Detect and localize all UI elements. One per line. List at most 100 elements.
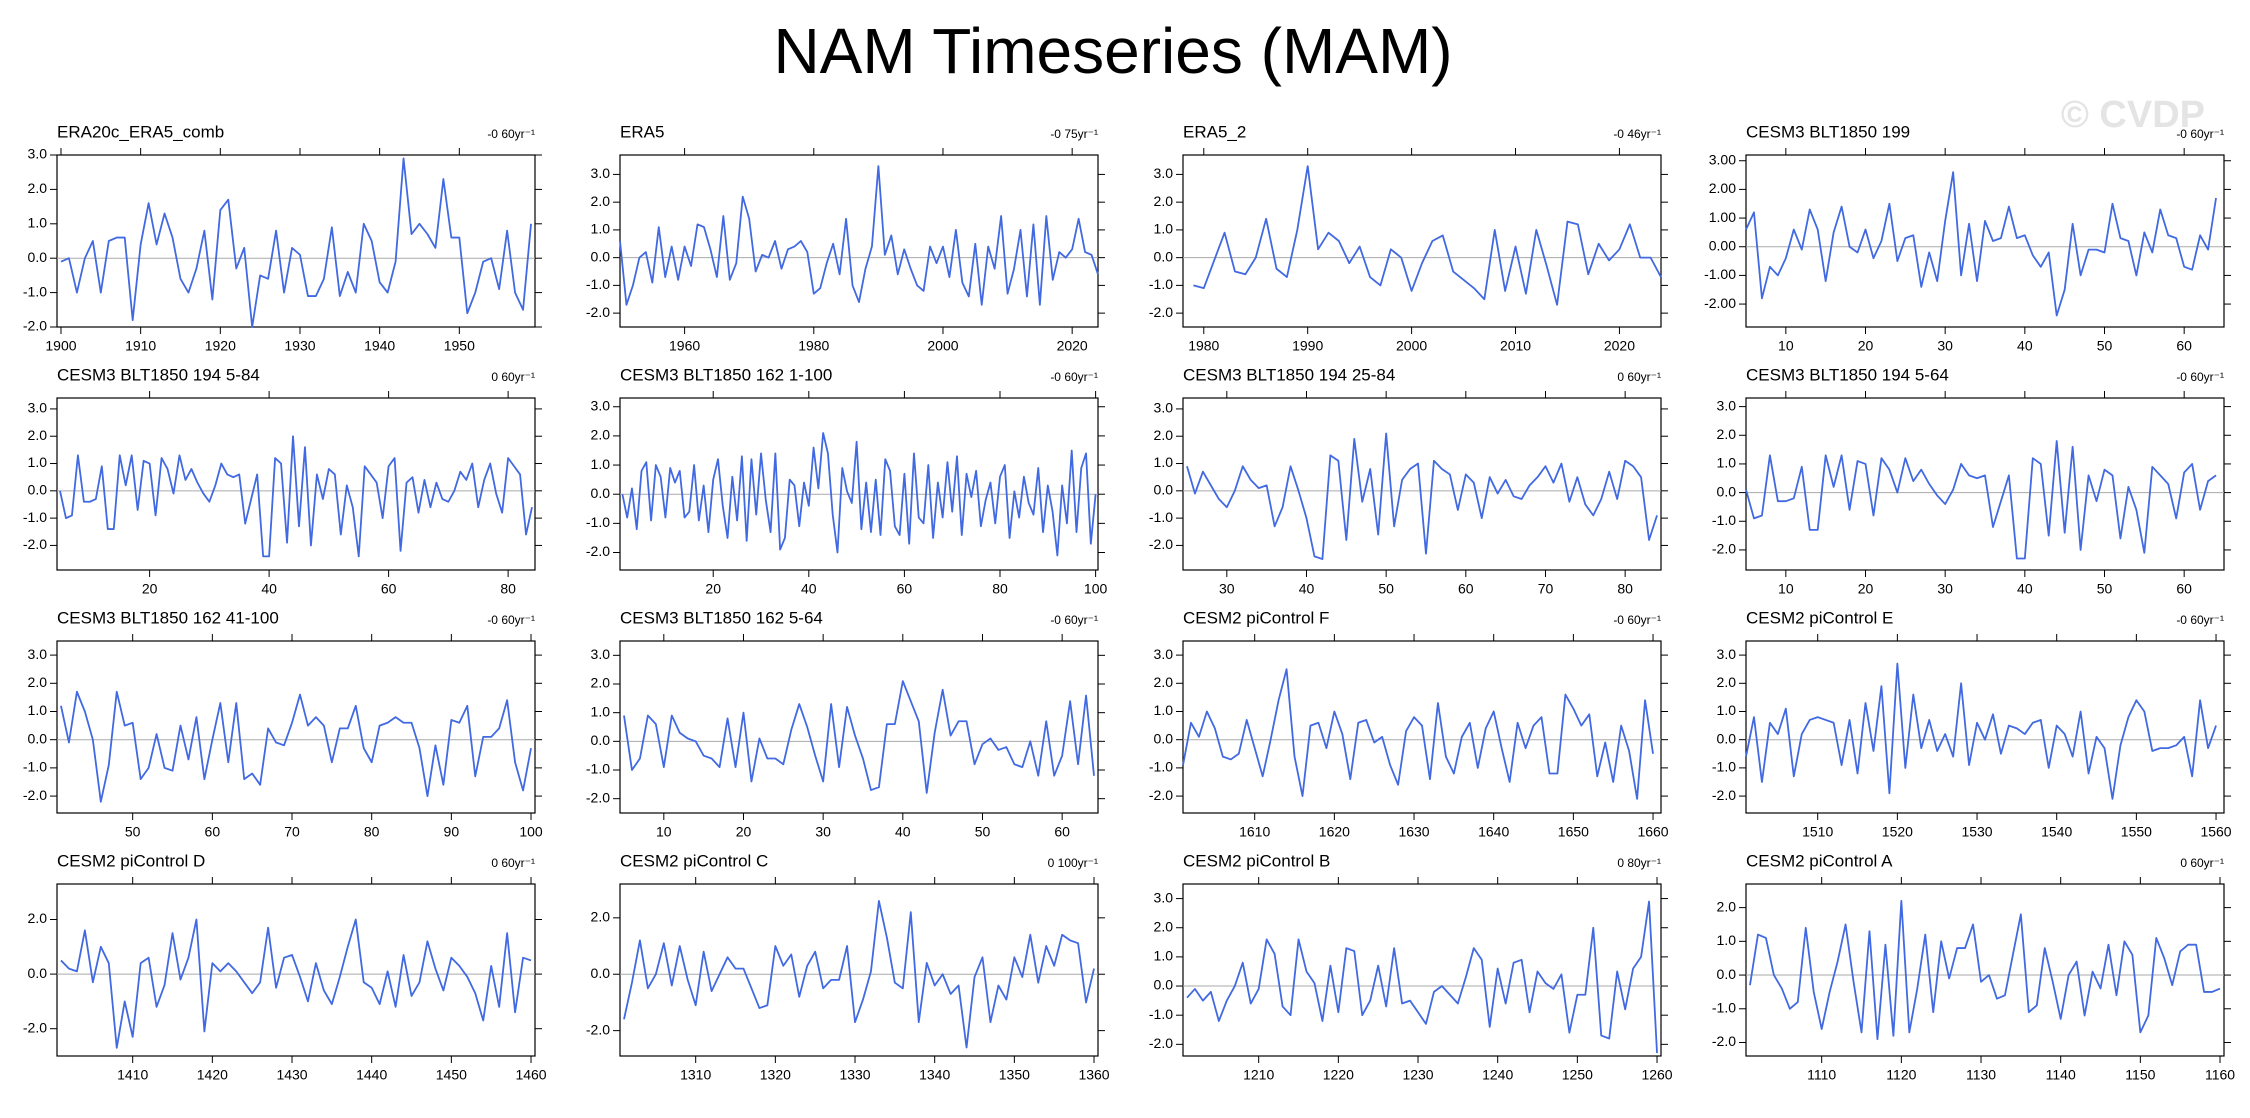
y-tick-label: 0.0 (28, 249, 48, 265)
y-tick-label: 2.0 (591, 909, 611, 925)
y-tick-label: -1.0 (586, 761, 610, 777)
series-line (59, 435, 533, 558)
panel-title: ERA20c_ERA5_comb (57, 122, 224, 141)
y-tick-label: 2.0 (1154, 918, 1174, 934)
y-tick-label: 3.0 (1154, 889, 1174, 905)
x-tick-label: 1660 (1637, 824, 1668, 840)
y-tick-label: 3.0 (591, 397, 611, 413)
x-tick-label: 50 (975, 824, 991, 840)
y-tick-label: -2.0 (586, 789, 610, 805)
panel-title: CESM3 BLT1850 194 5-84 (57, 365, 260, 384)
panel-title: CESM3 BLT1850 162 5-64 (620, 608, 823, 627)
trend-label: 0 100yr⁻¹ (1048, 856, 1098, 870)
y-tick-label: 2.0 (1717, 898, 1737, 914)
x-tick-label: 1420 (197, 1067, 228, 1083)
y-tick-label: -2.0 (23, 1019, 47, 1035)
y-tick-label: 2.0 (28, 427, 48, 443)
x-tick-label: 1230 (1402, 1067, 1433, 1083)
x-tick-label: 1980 (1188, 338, 1219, 354)
y-tick-label: 0.0 (1154, 977, 1174, 993)
y-tick-label: 2.0 (591, 427, 611, 443)
x-tick-label: 60 (2176, 581, 2192, 597)
y-tick-label: 3.0 (1154, 646, 1174, 662)
x-tick-label: 40 (261, 581, 277, 597)
x-tick-label: 1460 (515, 1067, 546, 1083)
x-tick-label: 50 (125, 824, 141, 840)
plot-frame (56, 154, 536, 328)
series-line (1186, 432, 1658, 560)
trend-label: 0 60yr⁻¹ (491, 856, 535, 870)
x-tick-label: 1610 (1239, 824, 1270, 840)
x-tick-label: 80 (500, 581, 516, 597)
panel-title: CESM2 piControl D (57, 851, 205, 870)
x-tick-label: 1210 (1243, 1067, 1274, 1083)
x-tick-label: 1540 (2041, 824, 2072, 840)
y-tick-label: -1.0 (1712, 759, 1736, 775)
panel-title: CESM3 BLT1850 194 25-84 (1183, 365, 1395, 384)
x-tick-label: 20 (736, 824, 752, 840)
y-tick-label: 2.0 (591, 193, 611, 209)
y-tick-label: 0.0 (28, 965, 48, 981)
x-tick-label: 40 (2017, 581, 2033, 597)
y-tick-label: 3.0 (1717, 646, 1737, 662)
y-tick-label: -1.0 (1712, 999, 1736, 1015)
y-tick-label: -1.0 (1149, 759, 1173, 775)
x-tick-label: 10 (1778, 338, 1794, 354)
y-tick-label: 1.0 (591, 221, 611, 237)
y-tick-label: 2.0 (28, 910, 48, 926)
plot-frame (1182, 640, 1662, 814)
trend-label: -0 60yr⁻¹ (1050, 613, 1098, 627)
x-tick-label: 1630 (1398, 824, 1429, 840)
y-tick-label: 1.0 (28, 702, 48, 718)
x-tick-label: 40 (1299, 581, 1315, 597)
x-tick-label: 1950 (444, 338, 475, 354)
y-tick-label: -2.0 (1149, 1035, 1173, 1051)
x-tick-label: 1250 (1562, 1067, 1593, 1083)
plot-frame (1182, 154, 1662, 328)
y-tick-label: -2.0 (1712, 1033, 1736, 1049)
x-tick-label: 30 (1937, 581, 1953, 597)
plot-frame (619, 640, 1099, 814)
panel-title: CESM3 BLT1850 162 1-100 (620, 365, 832, 384)
panel-title: ERA5 (620, 122, 664, 141)
y-tick-label: -2.00 (1704, 295, 1736, 311)
x-tick-label: 1160 (2205, 1067, 2235, 1083)
x-tick-label: 60 (897, 581, 913, 597)
x-tick-label: 40 (2017, 338, 2033, 354)
y-tick-label: 3.0 (591, 165, 611, 181)
y-tick-label: 1.0 (1717, 455, 1737, 471)
plot-frame (1182, 397, 1662, 571)
y-tick-label: -1.00 (1704, 266, 1736, 282)
plot-frame (56, 883, 536, 1057)
y-tick-label: 3.0 (28, 146, 48, 162)
x-tick-label: 100 (1084, 581, 1108, 597)
plot-frame (56, 397, 536, 571)
y-tick-label: 2.0 (591, 675, 611, 691)
x-tick-label: 70 (284, 824, 300, 840)
x-tick-label: 1320 (760, 1067, 791, 1083)
x-tick-label: 80 (992, 581, 1008, 597)
x-tick-label: 60 (381, 581, 397, 597)
x-tick-label: 60 (205, 824, 221, 840)
y-tick-label: 0.00 (1709, 237, 1736, 253)
x-tick-label: 1990 (1292, 338, 1323, 354)
trend-label: 0 80yr⁻¹ (1617, 856, 1661, 870)
x-tick-label: 2020 (1604, 338, 1635, 354)
x-tick-label: 1920 (205, 338, 236, 354)
x-tick-label: 80 (364, 824, 380, 840)
plot-frame (1745, 640, 2225, 814)
panel-title: CESM2 piControl B (1183, 851, 1330, 870)
y-tick-label: -2.0 (23, 318, 47, 334)
x-tick-label: 1650 (1558, 824, 1589, 840)
x-tick-label: 60 (1054, 824, 1070, 840)
trend-label: -0 60yr⁻¹ (487, 613, 535, 627)
y-tick-label: 3.0 (28, 646, 48, 662)
y-tick-label: -1.0 (23, 759, 47, 775)
x-tick-label: 40 (895, 824, 911, 840)
series-line (623, 680, 1095, 794)
panel-title: CESM2 piControl A (1746, 851, 1893, 870)
trend-label: -0 60yr⁻¹ (1050, 370, 1098, 384)
figure-title: NAM Timeseries (MAM) (773, 15, 1452, 87)
plot-frame (1745, 397, 2225, 571)
x-tick-label: 1430 (276, 1067, 307, 1083)
